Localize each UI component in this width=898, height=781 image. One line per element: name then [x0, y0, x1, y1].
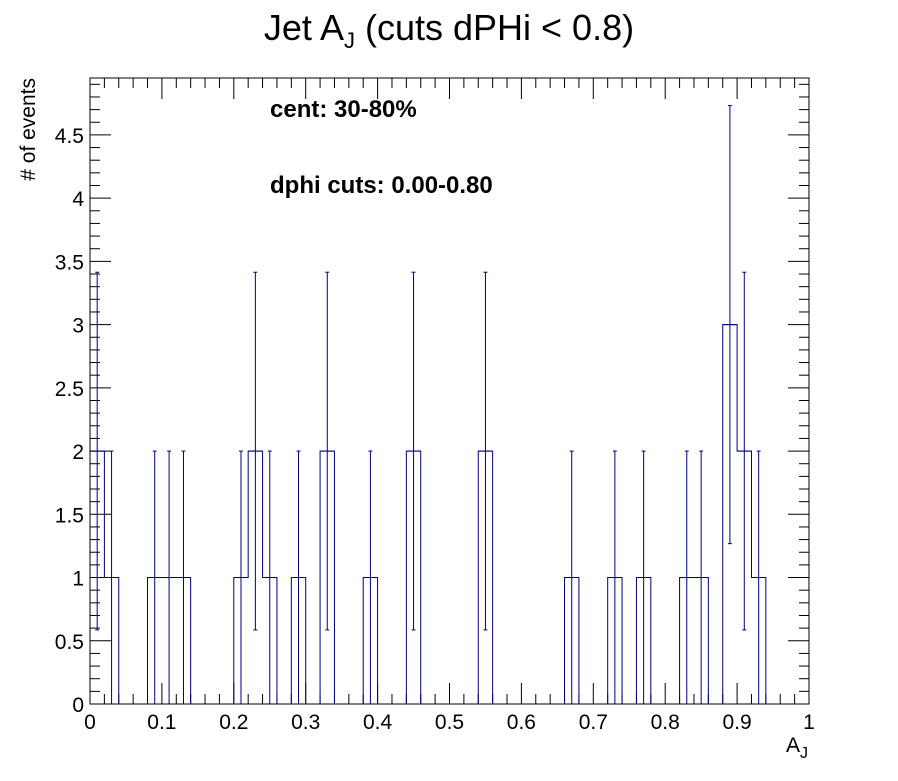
- x-axis-label: AJ: [786, 734, 808, 762]
- chart-title: Jet AJ (cuts dPHi < 0.8): [264, 7, 634, 53]
- chart-title-main: Jet A: [264, 7, 344, 48]
- annotation-centrality: cent: 30-80%: [270, 96, 417, 123]
- x-tick-label: 0.2: [219, 711, 248, 734]
- x-tick-label: 1: [803, 711, 815, 734]
- plot-frame: [89, 77, 810, 705]
- y-axis-label: # of events: [17, 78, 40, 181]
- x-tick-label: 0.1: [147, 711, 176, 734]
- x-axis-label-main: A: [786, 734, 800, 757]
- histogram-bin: [320, 271, 335, 631]
- x-tick-label: 0.7: [579, 711, 608, 734]
- tick-labels: 0 0.1 0.2 0.3 0.4 0.5 0.6 0.7 0.8 0.9 1 0 0.5 1 1.5 2 2.…: [55, 125, 815, 734]
- y-tick-label: 4: [72, 188, 84, 211]
- histogram-bin: [737, 271, 752, 631]
- x-tick-label: 0.8: [651, 711, 680, 734]
- y-tick-label: 3: [72, 315, 84, 338]
- histogram-bin: [478, 271, 493, 631]
- y-tick-label: 2.5: [55, 378, 84, 401]
- histogram-bin: [90, 271, 105, 631]
- chart-title-rest: (cuts dPHi < 0.8): [355, 7, 634, 48]
- y-tick-label: 0.5: [55, 631, 84, 654]
- x-tick-label: 0.3: [291, 711, 320, 734]
- x-tick-label: 0: [84, 711, 96, 734]
- x-axis-label-subscript: J: [800, 745, 808, 762]
- y-tick-label: 1: [72, 568, 84, 591]
- x-tick-label: 0.4: [363, 711, 393, 734]
- y-tick-label: 4.5: [55, 125, 84, 148]
- y-tick-label: 3.5: [55, 251, 84, 274]
- y-tick-label: 0: [72, 694, 84, 717]
- x-tick-label: 0.6: [507, 711, 536, 734]
- annotation-dphi-cuts: dphi cuts: 0.00-0.80: [270, 172, 493, 199]
- x-tick-label: 0.5: [435, 711, 464, 734]
- y-tick-label: 1.5: [55, 504, 84, 527]
- histogram-bin: [406, 271, 421, 631]
- x-tick-label: 0.9: [722, 711, 751, 734]
- y-tick-label: 2: [72, 441, 84, 464]
- chart-title-subscript: J: [344, 28, 355, 53]
- histogram-bin: [722, 105, 738, 545]
- histogram-bin: [248, 271, 263, 631]
